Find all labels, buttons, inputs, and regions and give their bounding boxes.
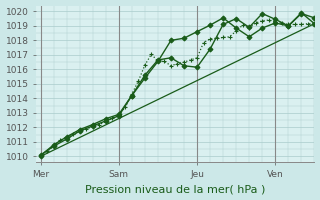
- X-axis label: Pression niveau de la mer( hPa ): Pression niveau de la mer( hPa ): [85, 184, 266, 194]
